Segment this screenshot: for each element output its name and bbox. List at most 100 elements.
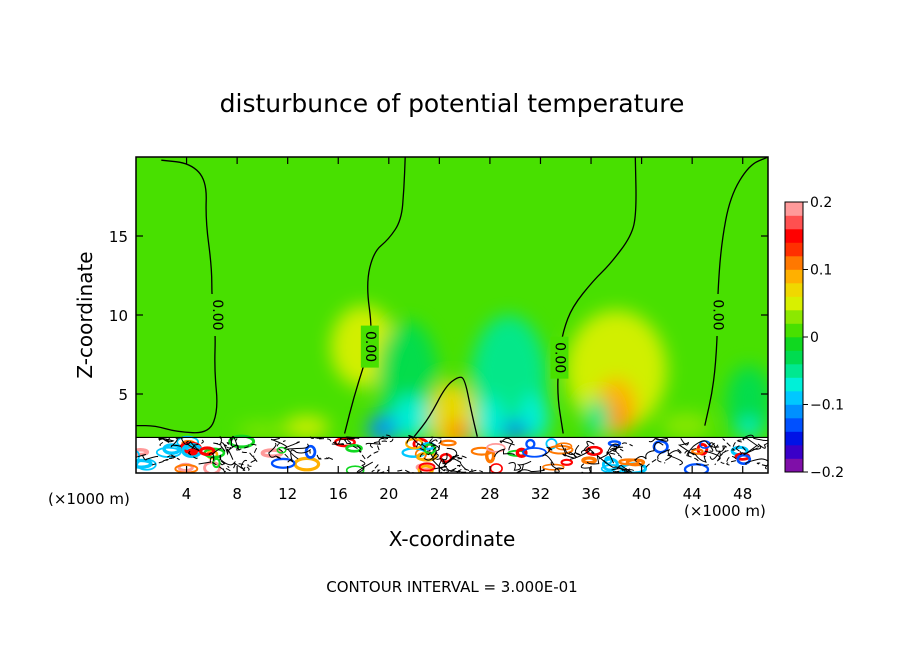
colorbar-swatch-8 [785, 350, 803, 365]
field-blob-9 [502, 422, 528, 439]
contour-label-0: 0.00 [209, 299, 225, 330]
boundary-contour-66 [212, 461, 233, 473]
boundary-contour-29 [704, 450, 721, 461]
boundary-contour-84 [434, 464, 455, 472]
boundary-eddy-59 [560, 458, 574, 466]
y-tick-label-0: 5 [118, 386, 128, 404]
boundary-contour-74 [720, 455, 739, 466]
x-axis-ticks: 4 8 12 16 20 24 28 32 36 40 44 48 [182, 157, 752, 503]
boundary-contour-39 [598, 443, 621, 460]
boundary-eddy-2 [545, 438, 558, 450]
boundary-contour-55 [365, 437, 389, 445]
boundary-eddy-35 [270, 457, 296, 469]
boundary-contour-47 [180, 438, 200, 452]
boundary-contour-89 [686, 440, 714, 457]
boundary-contour-77 [369, 434, 394, 449]
boundary-eddy-5 [547, 444, 574, 455]
colorbar-swatch-10 [785, 323, 803, 338]
boundary-contour-56 [213, 434, 227, 447]
boundary-contour-25 [677, 438, 695, 456]
boundary-eddy-62 [198, 446, 216, 456]
boundary-contour-11 [743, 437, 760, 456]
field-blobs [237, 305, 768, 451]
colorbar-tick-label-3: −0.1 [810, 398, 844, 414]
colorbar-swatch-11 [785, 310, 803, 324]
boundary-contour-14 [358, 443, 380, 461]
boundary-contour-82 [568, 447, 595, 458]
x-tick-label-1: 8 [232, 485, 242, 503]
boundary-contour-27 [431, 453, 461, 473]
boundary-contour-13 [687, 452, 707, 463]
contour-label-2: 0.00 [551, 342, 567, 373]
contour-interval-note: CONTOUR INTERVAL = 3.000E-01 [326, 578, 577, 596]
x-tick-label-3: 16 [329, 485, 348, 503]
boundary-contour-43 [268, 442, 281, 459]
boundary-contour-21 [286, 443, 309, 460]
contour-label-3: 0.00 [709, 299, 725, 330]
colorbar-swatch-7 [785, 364, 803, 378]
y-tick-label-2: 15 [109, 228, 128, 246]
y-axis-label: Z-coordinate [73, 251, 97, 378]
y-tick-label-1: 10 [109, 307, 128, 325]
colorbar-swatch-2 [785, 431, 803, 446]
boundary-contour-45 [609, 442, 633, 459]
colorbar-swatch-4 [785, 404, 803, 419]
boundary-contour-22 [710, 442, 728, 454]
boundary-eddy-60 [162, 443, 182, 455]
boundary-eddy-66 [618, 458, 640, 466]
boundary-eddy-24 [581, 456, 597, 465]
boundary-contour-0 [745, 458, 768, 470]
colorbar-swatch-5 [785, 391, 803, 405]
colorbar-tick-label-4: −0.2 [810, 465, 844, 481]
chart-title: disturbunce of potential temperature [220, 89, 685, 118]
boundary-contour-78 [634, 457, 666, 469]
boundary-contour-12 [419, 444, 440, 458]
colorbar-swatch-19 [785, 202, 803, 216]
field-blob-2 [391, 395, 432, 440]
boundary-contour-80 [156, 437, 173, 446]
colorbar-swatch-17 [785, 229, 803, 243]
boundary-contour-81 [136, 453, 159, 461]
x-tick-label-0: 4 [182, 485, 192, 503]
boundary-contour-83 [247, 443, 258, 467]
boundary-eddy-58 [522, 447, 547, 458]
colorbar-swatch-3 [785, 418, 803, 432]
colorbar: 0.2 0.1 0 −0.1 −0.2 [784, 195, 844, 481]
zero-contour-1 [343, 157, 406, 434]
field-blob-14 [726, 365, 768, 439]
boundary-contour-68 [606, 447, 619, 464]
boundary-contour-63 [290, 449, 312, 462]
boundary-layer [136, 434, 768, 473]
boundary-eddy-20 [439, 439, 457, 447]
boundary-contour-54 [208, 445, 226, 456]
boundary-eddy-56 [228, 434, 256, 449]
boundary-contour-85 [611, 464, 633, 473]
boundary-contour-18 [198, 455, 215, 465]
colorbar-swatch-9 [785, 337, 803, 351]
boundary-eddy-53 [486, 443, 506, 453]
boundary-contour-73 [423, 439, 440, 461]
boundary-eddy-61 [187, 448, 198, 456]
x-tick-label-2: 12 [278, 485, 297, 503]
x-unit-label-right: (×1000 m) [684, 502, 766, 520]
field-blob-16 [283, 416, 330, 439]
contour-label-1: 0.00 [362, 331, 378, 362]
field-blob-10 [565, 310, 667, 431]
boundary-contour-4 [735, 445, 748, 455]
zero-contours: 0.00 0.00 0.00 0.00 [136, 157, 768, 438]
colorbar-swatch-6 [785, 377, 803, 392]
boundary-contour-49 [635, 441, 664, 460]
colorbar-tick-label-1: 0.1 [810, 263, 832, 279]
boundary-contour-50 [580, 440, 595, 454]
x-axis-label: X-coordinate [389, 527, 516, 551]
colorbar-swatch-18 [785, 215, 803, 230]
boundary-eddy-41 [345, 444, 363, 453]
boundary-contour-35 [371, 464, 389, 473]
boundary-contour-38 [508, 460, 532, 471]
colorbar-swatch-12 [785, 296, 803, 311]
field-blob-18 [660, 412, 712, 439]
boundary-contour-8 [332, 437, 357, 445]
contour-label-bg-3 [708, 294, 727, 336]
boundary-contour-72 [752, 442, 768, 450]
